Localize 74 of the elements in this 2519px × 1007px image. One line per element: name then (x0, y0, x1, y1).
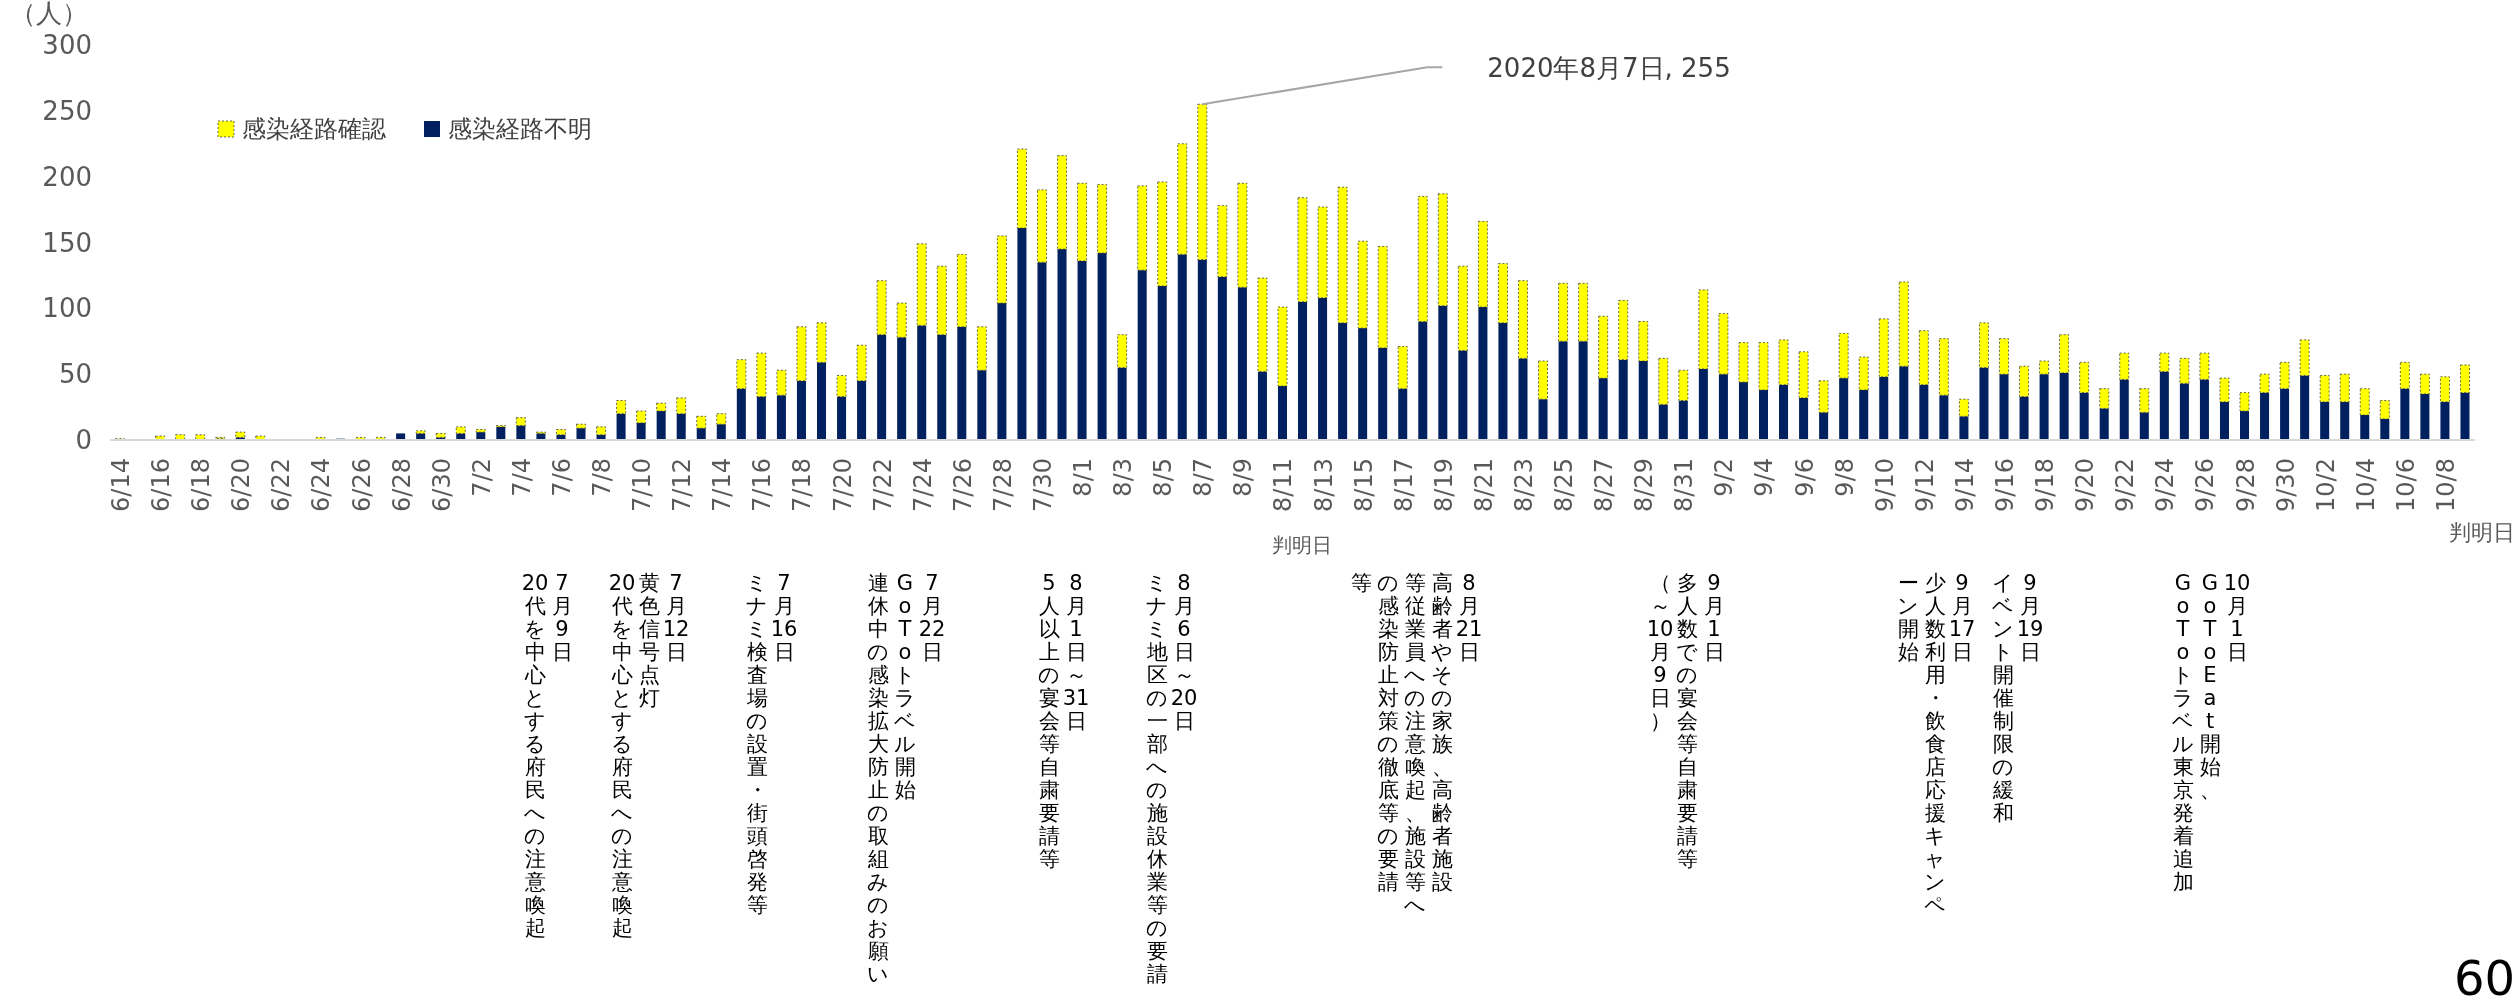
legend-label: 感染経路確認 (242, 115, 386, 143)
x-tick-label: 7/16 (748, 458, 777, 512)
x-tick-label: 6/26 (347, 458, 376, 512)
x-tick-label: 9/18 (2031, 458, 2060, 512)
x-tick-label: 7/18 (788, 458, 817, 512)
x-tick-label: 8/13 (1309, 458, 1338, 512)
x-tick-label: 7/4 (507, 458, 536, 497)
x-tick-label: 7/10 (628, 458, 657, 512)
x-axis-title: 判明日 (2449, 520, 2515, 545)
x-tick-label: 7/2 (467, 458, 496, 497)
x-tick-label: 7/22 (868, 458, 897, 512)
x-tick-label: 6/22 (267, 458, 296, 512)
x-tick-label: 9/4 (1750, 458, 1779, 497)
x-tick-label: 10/8 (2431, 458, 2460, 512)
x-tick-label: 7/28 (988, 458, 1017, 512)
x-tick-label: 9/16 (1991, 458, 2019, 512)
x-tick-label: 6/18 (187, 458, 216, 512)
x-tick-label: 8/7 (1189, 458, 1218, 497)
y-tick-label: 50 (58, 359, 92, 390)
x-tick-label: 9/12 (1910, 458, 1939, 512)
annotation: 2020年8月7日, 255 (1487, 53, 1731, 84)
x-tick-label: 7/12 (668, 458, 697, 512)
x-tick-label: 8/3 (1109, 458, 1138, 497)
x-tick-label: 9/30 (2271, 458, 2300, 512)
x-tick-label: 8/15 (1349, 458, 1378, 512)
y-tick-label: 300 (42, 30, 92, 60)
x-tick-label: 7/20 (828, 458, 857, 512)
x-tick-label: 8/29 (1630, 458, 1659, 512)
x-tick-label: 8/21 (1469, 458, 1498, 512)
x-tick-label: 9/10 (1870, 458, 1899, 512)
y-tick-label: 200 (42, 161, 92, 192)
x-tick-label: 6/14 (107, 458, 136, 512)
x-tick-label: 8/5 (1149, 458, 1178, 497)
x-tick-label: 8/25 (1550, 458, 1579, 512)
x-tick-label: 6/28 (387, 458, 416, 512)
legend-label: 感染経路不明 (448, 115, 592, 143)
x-tick-label: 7/26 (948, 458, 977, 512)
x-tick-label: 9/26 (2191, 458, 2220, 512)
x-tick-label: 8/31 (1670, 458, 1699, 512)
x-tick-label: 6/16 (147, 458, 176, 512)
y-tick-label: 250 (42, 95, 92, 126)
x-tick-label: 7/14 (708, 458, 737, 512)
y-axis-title: （人） (10, 0, 88, 28)
y-tick-label: 150 (42, 227, 92, 258)
x-tick-label: 8/11 (1269, 458, 1298, 512)
x-tick-label: 6/24 (307, 458, 336, 512)
text: 60 (2453, 950, 2515, 1006)
x-tick-label: 8/27 (1590, 458, 1619, 512)
x-tick-label: 7/8 (588, 458, 617, 497)
x-tick-label: 9/6 (1790, 458, 1819, 497)
data-label-leader: 2020年8月7日, 255 (1201, 53, 1731, 106)
x-tick-label: 10/4 (2351, 458, 2380, 512)
x-tick-label: 7/30 (1028, 458, 1057, 512)
x-tick-label: 9/20 (2071, 458, 2100, 512)
y-tick-label: 0 (75, 425, 92, 455)
x-tick-label: 7/24 (908, 458, 937, 512)
x-tick-label: 9/22 (2111, 458, 2140, 512)
x-tick-label: 6/20 (227, 458, 256, 512)
x-tick-label: 8/19 (1429, 458, 1458, 512)
text: 判明日 (1272, 533, 1333, 557)
x-tick-label: 8/23 (1509, 458, 1538, 512)
x-tick-label: 10/6 (2391, 458, 2420, 512)
x-tick-label: 9/14 (1950, 458, 1979, 512)
x-tick-label: 9/2 (1710, 458, 1739, 497)
x-tick-label: 9/24 (2151, 458, 2180, 512)
x-tick-label: 9/8 (1830, 458, 1859, 497)
y-tick-label: 100 (42, 293, 92, 324)
x-tick-label: 7/6 (547, 458, 576, 497)
x-tick-label: 6/30 (427, 458, 456, 512)
x-tick-label: 10/2 (2311, 458, 2340, 512)
x-tick-label: 9/28 (2231, 458, 2260, 512)
x-tick-label: 8/9 (1229, 458, 1258, 497)
x-tick-label: 8/17 (1389, 458, 1418, 512)
x-tick-label: 8/1 (1069, 458, 1098, 497)
